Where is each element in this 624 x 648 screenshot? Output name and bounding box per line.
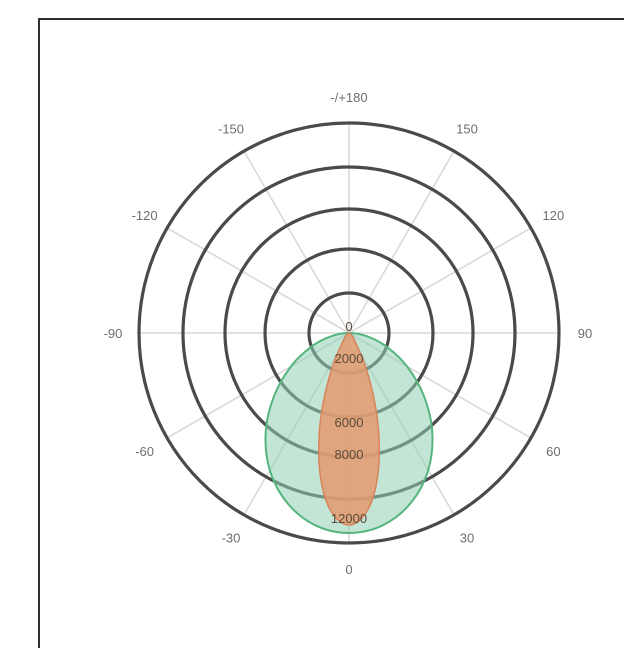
angle-tick-label: 150	[456, 122, 478, 137]
grid-spoke-120	[348, 227, 532, 334]
angle-tick-label: 120	[543, 208, 565, 223]
grid-ring-5	[137, 121, 561, 545]
radial-tick-label: 12000	[331, 511, 367, 526]
grid-spoke-240	[166, 227, 350, 334]
angle-tick-label: -30	[222, 530, 241, 545]
angle-tick-label: 90	[578, 326, 592, 341]
radial-tick-label: 2000	[335, 351, 364, 366]
radial-tick-label: 8000	[335, 447, 364, 462]
grid-spoke-150	[348, 150, 455, 334]
angle-tick-labels: -/+180 150 120 90 60 30 0 -30 -60 -90 -120 -150	[104, 90, 593, 577]
angle-tick-label: -120	[132, 208, 158, 223]
angle-tick-label: -60	[135, 444, 154, 459]
angle-tick-label: 0	[345, 562, 352, 577]
series-2-area	[317, 332, 381, 526]
radial-tick-label: 0	[345, 319, 352, 334]
angle-tick-label: -150	[218, 122, 244, 137]
angle-tick-label: -90	[104, 326, 123, 341]
radial-tick-label: 6000	[335, 415, 364, 430]
grid-spoke-210	[243, 150, 350, 334]
angle-tick-label: 30	[460, 530, 474, 545]
polar-series	[264, 331, 434, 535]
angle-tick-label: -/+180	[330, 90, 367, 105]
radial-tick-labels: 0 2000 6000 8000 12000	[331, 319, 367, 526]
angle-tick-label: 60	[546, 444, 560, 459]
